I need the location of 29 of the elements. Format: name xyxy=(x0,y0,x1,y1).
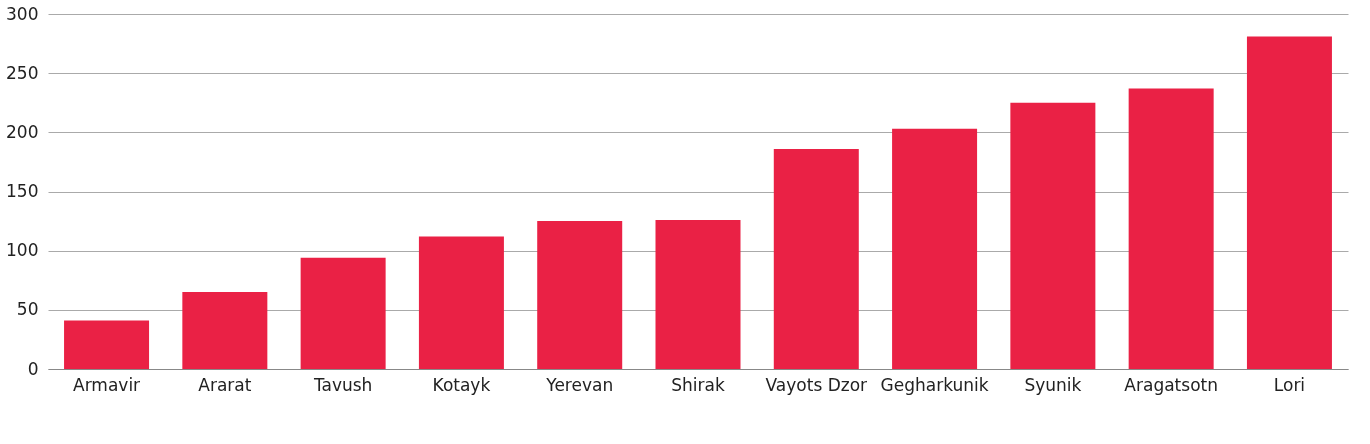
x-tick-label: Tavush xyxy=(312,374,373,395)
bar xyxy=(64,320,150,369)
x-tick-label: Lori xyxy=(1273,374,1306,395)
x-tick-label: Kotayk xyxy=(432,374,491,395)
y-tick-label: 150 xyxy=(6,181,39,201)
bar xyxy=(537,221,623,369)
bar xyxy=(300,257,386,369)
bar xyxy=(1010,102,1096,369)
bar xyxy=(773,148,859,369)
y-tick-label: 250 xyxy=(6,62,39,83)
bar xyxy=(1128,88,1214,369)
x-tick-label: Vayots Dzor xyxy=(765,374,868,395)
x-tick-label: Shirak xyxy=(671,374,725,395)
y-tick-label: 50 xyxy=(16,299,39,320)
x-tick-label: Armavir xyxy=(73,374,141,395)
x-tick-label: Aragatsotn xyxy=(1124,374,1218,395)
bar xyxy=(655,219,741,369)
y-tick-label: 300 xyxy=(6,3,39,24)
bar xyxy=(418,236,504,369)
y-tick-label: 200 xyxy=(6,121,39,142)
bar xyxy=(892,128,978,369)
x-tick-label: Yerevan xyxy=(545,374,614,395)
x-tick-label: Gegharkunik xyxy=(880,374,989,395)
bar xyxy=(182,292,268,369)
y-tick-label: 0 xyxy=(27,358,39,379)
x-tick-label: Ararat xyxy=(198,374,252,395)
bar xyxy=(1246,36,1332,369)
y-tick-label: 100 xyxy=(6,240,39,261)
x-tick-label: Syunik xyxy=(1024,374,1082,395)
